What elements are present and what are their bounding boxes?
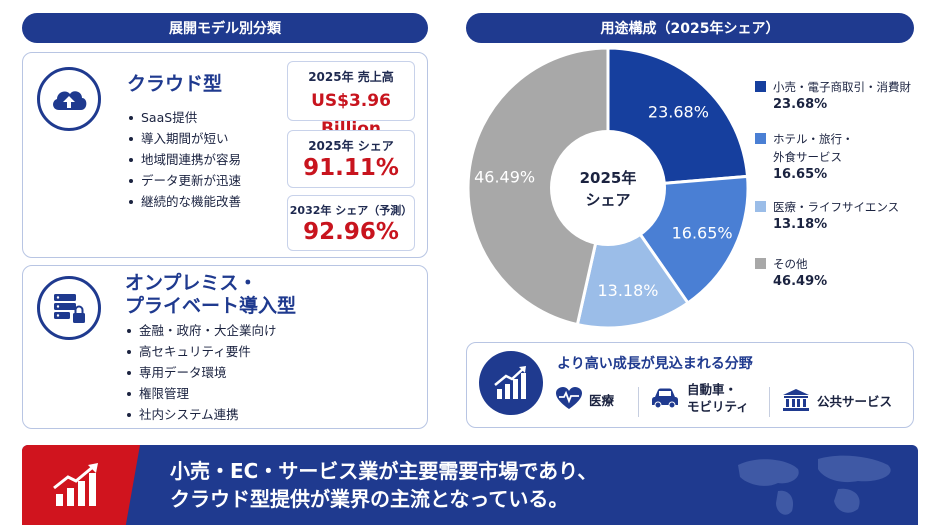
- pie-center-hole: [550, 130, 666, 246]
- growth-item-label: 自動車・: [687, 382, 738, 397]
- legend-swatch: [755, 258, 766, 269]
- world-map-decoration: [738, 455, 891, 515]
- server-lock-icon: [37, 276, 101, 340]
- pie-slice: [466, 46, 610, 327]
- conclusion-banner: 小売・EC・サービス業が主要需要市場であり、 クラウド型提供が業界の主流となって…: [22, 445, 918, 525]
- bar-chart-arrow-icon: [53, 463, 98, 506]
- growth-item-automotive: 自動車・ モビリティ: [651, 381, 749, 415]
- banner-text: 小売・EC・サービス業が主要需要市場であり、 クラウド型提供が業界の主流となって…: [170, 457, 597, 513]
- pie-center-label-line2: シェア: [585, 191, 630, 209]
- legend-swatch: [755, 133, 766, 144]
- growth-chart-icon: [479, 351, 543, 415]
- legend-item-retail: 小売・電子商取引・消費財 23.68%: [755, 78, 911, 114]
- legend-item-hotel: ホテル・旅行・ 外食サービス 16.65%: [755, 130, 854, 184]
- onprem-title: オンプレミス・ プライベート導入型: [125, 272, 296, 318]
- onprem-title-line1: オンプレミス・: [125, 272, 258, 294]
- heart-pulse-icon: [556, 387, 582, 409]
- divider: [769, 387, 770, 417]
- growth-item-public: 公共サービス: [783, 389, 892, 411]
- growth-item-label: モビリティ: [687, 399, 749, 414]
- list-item: 導入期間が短い: [127, 128, 241, 149]
- legend-label: 小売・電子商取引・消費財: [773, 80, 911, 94]
- list-item: SaaS提供: [127, 107, 241, 128]
- growth-item-medical: 医療: [555, 387, 614, 411]
- legend-value: 16.65%: [773, 167, 828, 182]
- stat-value: 92.96%: [303, 219, 399, 245]
- stat-value: 91.11%: [303, 155, 399, 181]
- list-item: 高セキュリティ要件: [125, 341, 277, 362]
- stat-share-2032: 2032年 シェア（予測） 92.96%: [287, 195, 415, 251]
- share-pie-chart: 2025年 シェア 23.68% 16.65% 13.18% 46.49%: [466, 46, 750, 330]
- legend-label: その他: [773, 257, 808, 271]
- list-item: 権限管理: [125, 383, 277, 404]
- legend-value: 13.18%: [773, 217, 828, 232]
- list-item: 継続的な機能改善: [127, 191, 241, 212]
- right-header-text: 用途構成（2025年シェア）: [600, 21, 780, 37]
- list-item: 金融・政府・大企業向け: [125, 320, 277, 341]
- list-item: 社内システム連携: [125, 404, 277, 425]
- growth-item-label: 公共サービス: [817, 393, 893, 409]
- car-icon: [652, 388, 678, 409]
- left-header-text: 展開モデル別分類: [169, 21, 281, 37]
- onprem-panel: オンプレミス・ プライベート導入型 金融・政府・大企業向け 高セキュリティ要件 …: [22, 265, 428, 429]
- cloud-panel: クラウド型 SaaS提供 導入期間が短い 地域間連携が容易 データ更新が迅速 継…: [22, 52, 428, 258]
- growth-panel: より高い成長が見込まれる分野 医療 自動車・ モビリティ: [466, 342, 914, 428]
- legend-swatch: [755, 201, 766, 212]
- cloud-upload-icon: [37, 67, 101, 131]
- banner-line1: 小売・EC・サービス業が主要需要市場であり、: [170, 459, 598, 483]
- legend-item-medical: 医療・ライフサイエンス 13.18%: [755, 198, 900, 234]
- public-building-icon: [783, 389, 809, 411]
- stat-revenue-2025: 2025年 売上高 US$3.96 Billion: [287, 61, 415, 139]
- pie-slice-label: 13.18%: [597, 281, 658, 300]
- list-item: 専用データ環境: [125, 362, 277, 383]
- divider: [638, 387, 639, 417]
- cloud-bullets: SaaS提供 導入期間が短い 地域間連携が容易 データ更新が迅速 継続的な機能改…: [127, 107, 241, 212]
- onprem-title-line2: プライベート導入型: [125, 295, 297, 317]
- growth-item-label: 医療: [589, 392, 615, 408]
- pie-center-label-line1: 2025年: [580, 169, 637, 187]
- pie-slice-label: 46.49%: [474, 168, 535, 187]
- growth-title: より高い成長が見込まれる分野: [557, 356, 753, 372]
- list-item: 地域間連携が容易: [127, 149, 241, 170]
- list-item: データ更新が迅速: [127, 170, 241, 191]
- legend-item-other: その他 46.49%: [755, 255, 828, 291]
- cloud-title: クラウド型: [127, 73, 223, 95]
- banner-line2: クラウド型提供が業界の主流となっている。: [170, 487, 569, 511]
- onprem-bullets: 金融・政府・大企業向け 高セキュリティ要件 専用データ環境 権限管理 社内システ…: [125, 320, 277, 425]
- legend-swatch: [755, 81, 766, 92]
- stat-label: 2032年 シェア（予測）: [289, 204, 413, 217]
- stat-share-2025: 2025年 シェア 91.11%: [287, 130, 415, 188]
- stat-label: 2025年 シェア: [308, 139, 394, 153]
- legend-value: 46.49%: [773, 274, 828, 289]
- right-section-header: 用途構成（2025年シェア）: [466, 13, 914, 43]
- pie-slice-label: 23.68%: [648, 102, 709, 121]
- stat-label: 2025年 売上高: [308, 70, 394, 84]
- legend-label: ホテル・旅行・: [773, 132, 854, 146]
- pie-slice-label: 16.65%: [672, 223, 733, 242]
- left-section-header: 展開モデル別分類: [22, 13, 428, 43]
- legend-label: 外食サービス: [773, 150, 842, 164]
- legend-value: 23.68%: [773, 97, 828, 112]
- legend-label: 医療・ライフサイエンス: [773, 200, 900, 214]
